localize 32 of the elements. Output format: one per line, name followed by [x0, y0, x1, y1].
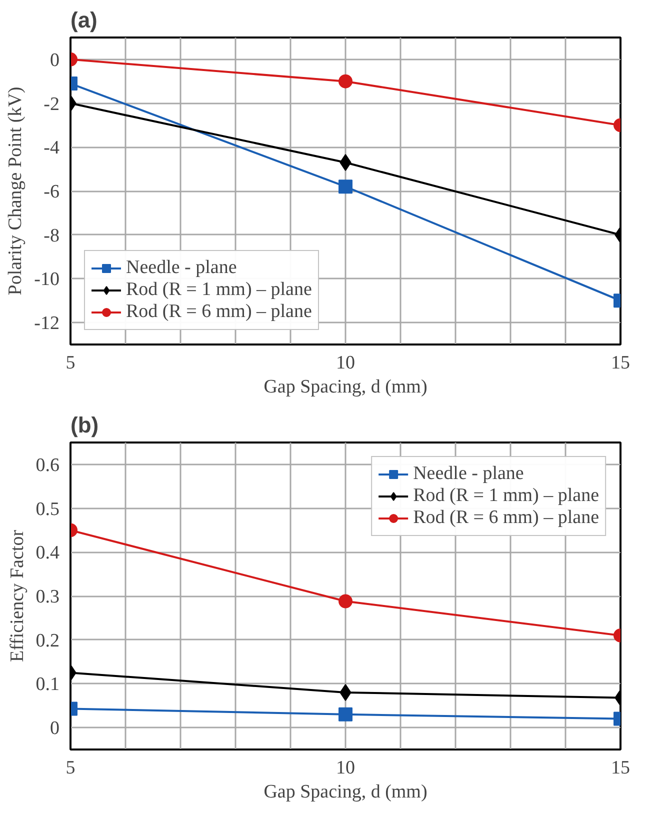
legend-label: Needle - plane	[413, 463, 524, 485]
legend-label: Rod (R = 1 mm) – plane	[126, 279, 312, 301]
x-tick-label: 5	[66, 352, 76, 374]
y-tick-label: 0.6	[36, 454, 60, 476]
y-tick-label: 0	[50, 50, 60, 71]
chart-title: (b)	[70, 412, 99, 438]
y-tick-label: 0.4	[36, 542, 60, 564]
y-tick-label: 0.5	[36, 498, 60, 520]
y-tick-label: -2	[44, 94, 60, 115]
y-tick-label: 0.2	[36, 630, 60, 652]
y-tick-label: -10	[34, 269, 60, 290]
x-axis-title: Gap Spacing, d (mm)	[264, 376, 428, 398]
x-tick-label: 15	[611, 352, 630, 374]
y-axis-title: Polarity Change Point (kV)	[5, 86, 26, 296]
x-tick-label: 10	[336, 758, 355, 778]
y-tick-label: 0	[50, 718, 60, 740]
x-axis-title: Gap Spacing, d (mm)	[264, 782, 428, 802]
chart-title: (a)	[70, 8, 98, 32]
y-axis-title: Efficiency Factor	[6, 529, 28, 662]
legend-label: Rod (R = 6 mm) – plane	[413, 507, 599, 529]
x-tick-label: 5	[66, 758, 76, 778]
x-tick-label: 10	[336, 352, 355, 374]
y-tick-label: 0.1	[36, 674, 60, 696]
y-tick-label: -8	[44, 225, 60, 246]
legend-label: Rod (R = 6 mm) – plane	[126, 301, 312, 323]
x-tick-label: 15	[611, 758, 630, 778]
y-tick-label: -4	[44, 138, 60, 159]
y-tick-label: 0.3	[36, 586, 60, 608]
legend-label: Rod (R = 1 mm) – plane	[413, 485, 599, 507]
legend-label: Needle - plane	[126, 257, 237, 279]
y-tick-label: -12	[34, 313, 60, 334]
y-tick-label: -6	[44, 182, 60, 202]
